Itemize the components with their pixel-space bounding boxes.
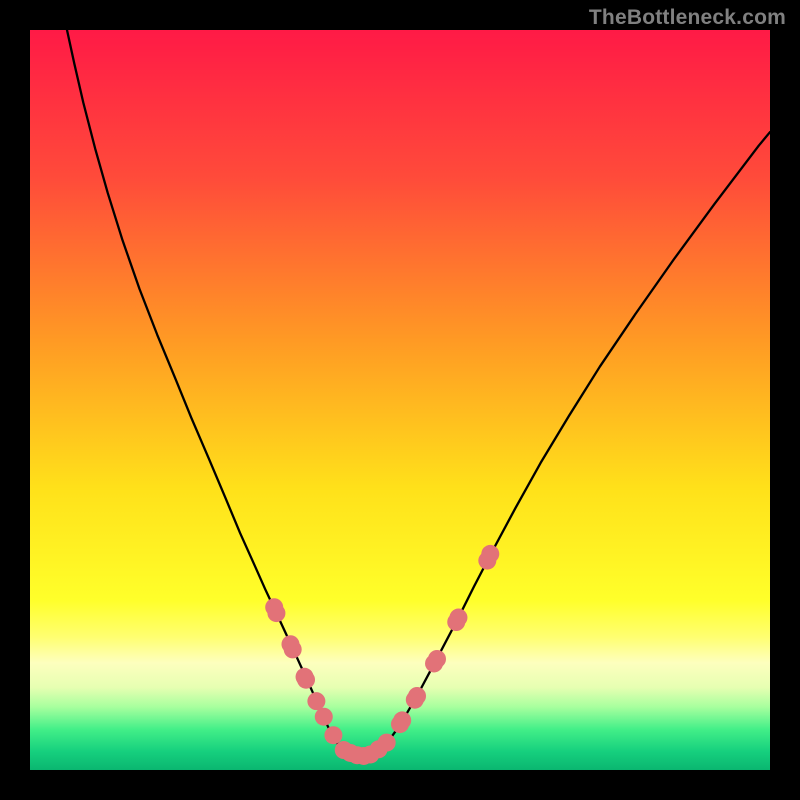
- data-marker: [449, 609, 467, 627]
- data-marker: [315, 708, 333, 726]
- data-marker: [408, 687, 426, 705]
- chart-root: TheBottleneck.com: [0, 0, 800, 800]
- data-marker: [324, 726, 342, 744]
- data-marker: [393, 711, 411, 729]
- watermark-text: TheBottleneck.com: [589, 6, 786, 30]
- data-marker: [428, 650, 446, 668]
- plot-svg: [30, 30, 770, 770]
- data-marker: [307, 692, 325, 710]
- data-marker: [481, 545, 499, 563]
- plot-area: [30, 30, 770, 770]
- data-marker: [267, 604, 285, 622]
- data-marker: [284, 640, 302, 658]
- data-marker: [297, 671, 315, 689]
- gradient-background: [30, 30, 770, 770]
- data-marker: [378, 734, 396, 752]
